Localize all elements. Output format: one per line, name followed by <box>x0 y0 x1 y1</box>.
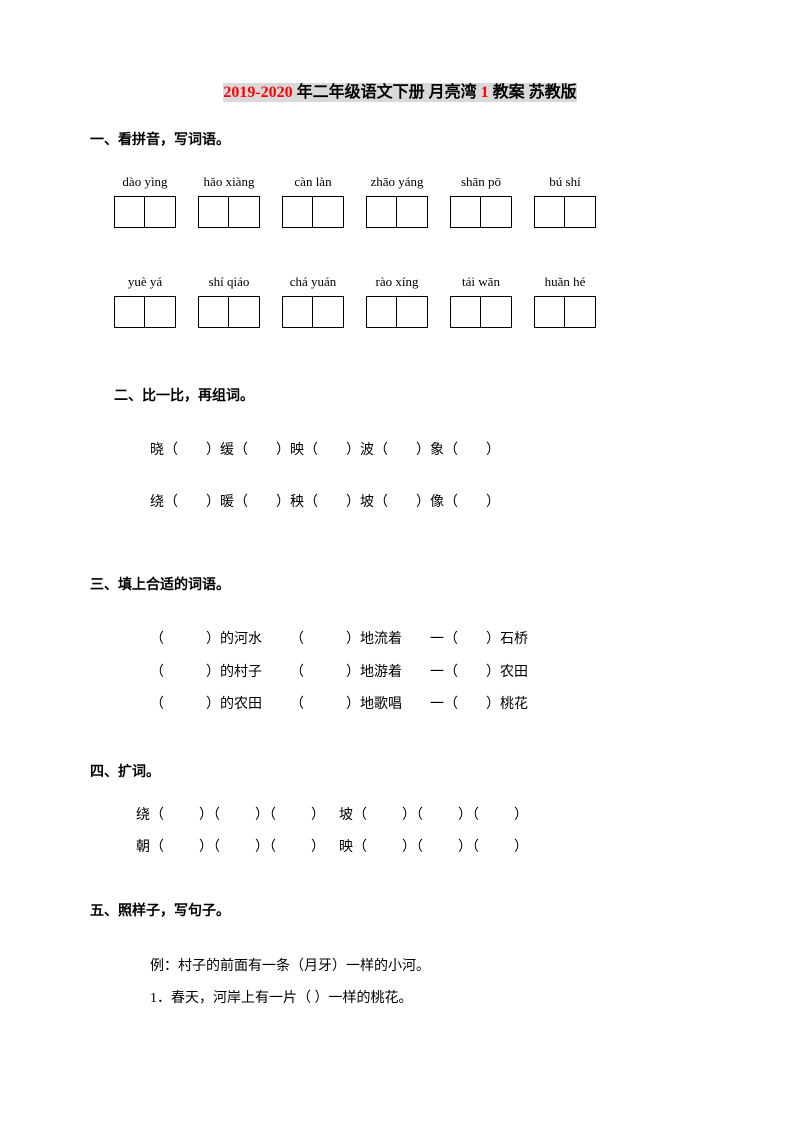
title-year: 2019-2020 <box>223 84 292 101</box>
pinyin-text: yuè yá <box>128 272 162 293</box>
pinyin-item: bú shí <box>534 172 596 228</box>
pinyin-item: shān pō <box>450 172 512 228</box>
pinyin-row-2: yuè yá shí qiáo chá yuán rào xíng tái wā… <box>114 272 710 328</box>
pinyin-item: hǎo xiàng <box>198 172 260 228</box>
fill-rows: （ ）的河水 （ ）地流着 一（ ）石桥 （ ）的村子 （ ）地游着 一（ ）农… <box>150 629 710 716</box>
char-box <box>282 296 344 328</box>
pinyin-item: rào xíng <box>366 272 428 328</box>
pinyin-text: chá yuán <box>290 272 337 293</box>
char-box <box>450 196 512 228</box>
pinyin-item: huǎn hé <box>534 272 596 328</box>
pinyin-item: shí qiáo <box>198 272 260 328</box>
char-box <box>534 196 596 228</box>
pinyin-row-1: dào yìng hǎo xiàng càn làn zhāo yáng shā… <box>114 172 710 228</box>
pinyin-text: huǎn hé <box>545 272 586 293</box>
title-end: 教案 苏教版 <box>489 84 577 101</box>
char-box <box>534 296 596 328</box>
example-sentence: 例：村子的前面有一条（月牙）一样的小河。 <box>150 956 710 978</box>
pinyin-text: shí qiáo <box>209 272 250 293</box>
char-box <box>282 196 344 228</box>
compare-row-1: 晓（ ）缓（ ）映（ ）波（ ）象（ ） <box>150 440 710 462</box>
pinyin-item: càn làn <box>282 172 344 228</box>
pinyin-text: càn làn <box>294 172 331 193</box>
section2-heading: 二、比一比，再组词。 <box>114 386 710 408</box>
page-title: 2019-2020 年二年级语文下册 月亮湾 1 教案 苏教版 <box>90 80 710 106</box>
section1-heading: 一、看拼音，写词语。 <box>90 130 710 152</box>
char-box <box>114 296 176 328</box>
pinyin-text: shān pō <box>461 172 501 193</box>
char-box <box>450 296 512 328</box>
section3-heading: 三、填上合适的词语。 <box>90 575 710 597</box>
pinyin-text: hǎo xiàng <box>204 172 255 193</box>
example-item-1: 1．春天，河岸上有一片（ ）一样的桃花。 <box>150 988 710 1010</box>
compare-row-2: 绕（ ）暖（ ）秧（ ）坡（ ）像（ ） <box>150 492 710 514</box>
pinyin-text: tái wān <box>462 272 500 293</box>
pinyin-item: chá yuán <box>282 272 344 328</box>
expand-row-1: 绕（ ）（ ）（ ） 坡（ ）（ ）（ ） <box>136 805 710 827</box>
pinyin-text: zhāo yáng <box>370 172 423 193</box>
expand-row-2: 朝（ ）（ ）（ ） 映（ ）（ ）（ ） <box>136 837 710 859</box>
example-block: 例：村子的前面有一条（月牙）一样的小河。 1．春天，河岸上有一片（ ）一样的桃花… <box>150 956 710 1011</box>
pinyin-text: rào xíng <box>376 272 419 293</box>
title-highlight: 2019-2020 年二年级语文下册 月亮湾 1 教案 苏教版 <box>223 83 576 102</box>
pinyin-item: dào yìng <box>114 172 176 228</box>
fill-row: （ ）的河水 （ ）地流着 一（ ）石桥 <box>150 629 710 651</box>
pinyin-item: yuè yá <box>114 272 176 328</box>
char-box <box>366 196 428 228</box>
title-mid: 年二年级语文下册 月亮湾 <box>293 84 481 101</box>
fill-row: （ ）的村子 （ ）地游着 一（ ）农田 <box>150 662 710 684</box>
fill-row: （ ）的农田 （ ）地歌唱 一（ ）桃花 <box>150 694 710 716</box>
char-box <box>198 196 260 228</box>
pinyin-text: bú shí <box>549 172 580 193</box>
char-box <box>114 196 176 228</box>
section5-heading: 五、照样子，写句子。 <box>90 901 710 923</box>
pinyin-item: tái wān <box>450 272 512 328</box>
pinyin-text: dào yìng <box>122 172 167 193</box>
char-box <box>366 296 428 328</box>
section4-heading: 四、扩词。 <box>90 762 710 784</box>
title-num: 1 <box>481 84 489 101</box>
pinyin-item: zhāo yáng <box>366 172 428 228</box>
char-box <box>198 296 260 328</box>
